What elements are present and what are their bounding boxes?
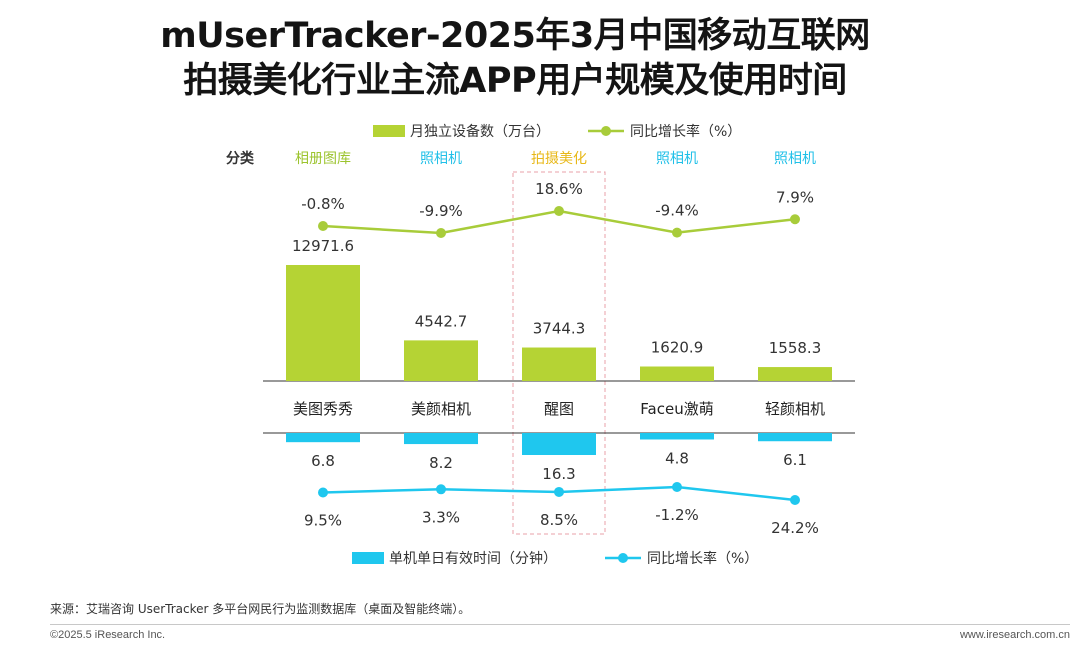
top-growth-label: -9.9% [419,202,463,220]
bottom-bar-value-label: 4.8 [665,449,689,467]
bottom-bar [522,433,596,456]
bottom-growth-point [672,482,682,492]
category-label: 醒图 [544,400,574,418]
category-type-label: 照相机 [656,151,698,167]
chart-canvas: 月独立设备数（万台） 同比增长率（%） 分类 相册图库 照相机 拍摄美化 照相机 照相机 129… [226,123,855,567]
legend-bar-swatch-top [373,125,405,137]
legend-bar-swatch-bottom [352,552,384,564]
bottom-growth-label: -1.2% [655,506,699,524]
bottom-growth-label: 9.5% [304,511,342,529]
title-line-1: mUserTracker-2025年3月中国移动互联网 [160,16,870,56]
top-growth-point [436,228,446,238]
legend-bar-label-bottom: 单机单日有效时间（分钟） [389,550,557,567]
legend-line-marker-top [601,126,611,136]
bottom-growth-point [554,486,564,497]
top-growth-label: -0.8% [301,195,345,213]
top-bar-value-label: 12971.6 [292,237,354,255]
top-bar [640,366,714,381]
bottom-growth-point [790,495,800,505]
category-type-label: 拍摄美化 [531,151,587,167]
top-bar-value-label: 1558.3 [769,339,822,357]
bottom-bar [758,433,832,442]
category-label: 美图秀秀 [293,400,353,418]
top-growth-point [318,220,328,231]
footer-divider [50,624,1070,625]
top-growth-point [790,214,800,225]
copyright-text: ©2025.5 iResearch Inc. [50,629,166,641]
bottom-growth-label: 24.2% [771,519,819,537]
top-growth-label: 7.9% [776,188,814,206]
bottom-growth-point [436,484,446,495]
website-text: www.iresearch.com.cn [959,629,1070,641]
top-growth-point [554,206,564,216]
chart-title: mUserTracker-2025年3月中国移动互联网 拍摄美化行业主流APP用… [0,14,1030,104]
bottom-bar-value-label: 8.2 [429,454,453,472]
legend-line-label-top: 同比增长率（%） [630,123,741,140]
bottom-growth-label: 8.5% [540,511,578,529]
top-bar [522,347,596,381]
source-note: 来源：艾瑞咨询 UserTracker 多平台网民行为监测数据库（桌面及智能终端… [50,602,471,616]
bottom-growth-label: 3.3% [422,508,460,526]
top-bar [758,367,832,381]
category-label: 轻颜相机 [765,400,825,418]
bottom-bar-value-label: 6.1 [783,451,807,469]
category-type-label: 相册图库 [295,151,351,167]
category-type-label: 照相机 [420,151,462,167]
bottom-bar [640,433,714,440]
top-bar [404,340,478,381]
bottom-growth-point [318,487,328,498]
legend-line-label-bottom: 同比增长率（%） [647,550,758,567]
legend-bar-label-top: 月独立设备数（万台） [410,123,550,140]
bottom-bar [286,433,360,443]
top-growth-label: 18.6% [535,180,583,198]
category-label: 美颜相机 [411,400,471,418]
category-label: Faceu激萌 [640,400,713,418]
legend-line-marker-bottom [618,553,628,563]
category-type-label: 照相机 [774,151,816,167]
top-bar-value-label: 3744.3 [533,320,586,338]
highlight-box [512,171,606,535]
title-line-2: 拍摄美化行业主流APP用户规模及使用时间 [183,61,847,101]
top-growth-label: -9.4% [655,202,699,220]
top-growth-point [672,227,682,238]
top-bar-value-label: 1620.9 [651,339,704,357]
bottom-bar-value-label: 16.3 [542,465,575,483]
bottom-bar [404,433,478,445]
top-bar [286,265,360,381]
bottom-bar-value-label: 6.8 [311,452,335,470]
category-header: 分类 [226,150,255,167]
top-bar-value-label: 4542.7 [415,312,468,330]
